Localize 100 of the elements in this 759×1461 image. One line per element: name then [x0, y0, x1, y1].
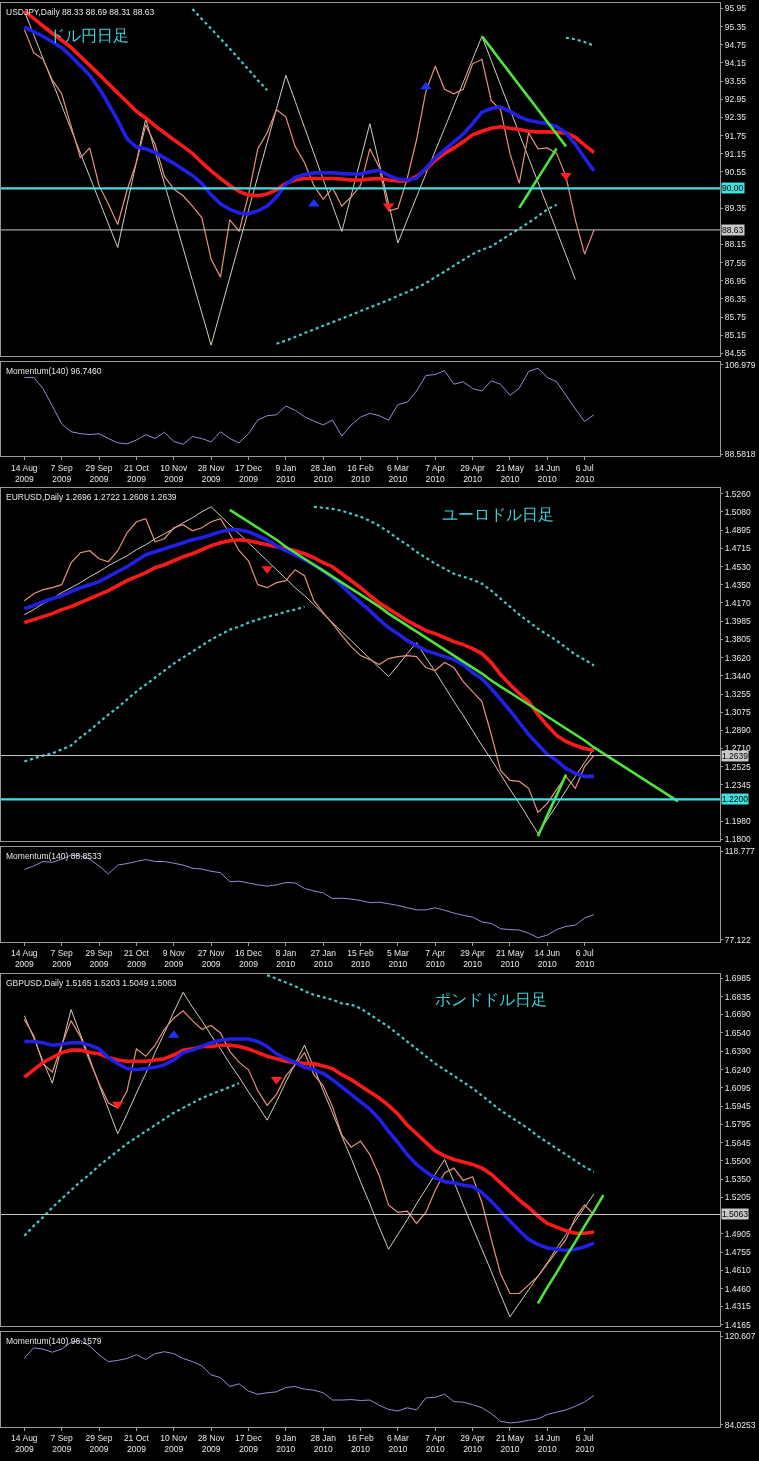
y-tick-label: 85.15: [724, 330, 747, 341]
line-series: [23, 1082, 241, 1237]
x-tick-label: 7 Apr 2010: [425, 462, 446, 484]
text: ユーロドル日足: [442, 505, 554, 524]
x-tick-label: 10 Nov 2009: [160, 462, 188, 484]
y-tick-label: 1.3255: [724, 689, 752, 699]
text: EURUSD,Daily 1.2696 1.2722 1.2608 1.2639: [6, 492, 177, 502]
x-tick-label: 17 Dec 2009: [235, 1433, 263, 1455]
x-tick-label: 27 Jan 2010: [310, 947, 337, 970]
x-tick-label: 21 May 2010: [496, 462, 525, 484]
y-tick-label: 1.2345: [724, 779, 752, 790]
x-tick-label: 6 Jul 2010: [575, 462, 595, 484]
y-tick-label: 1.5945: [724, 1101, 752, 1112]
text: Momentum(140) 88.8533: [6, 851, 102, 861]
y-tick-label: 1.6095: [724, 1082, 752, 1093]
x-tick-label: 6 Jul 2010: [575, 1433, 595, 1455]
x-tick-label: 14 Jun 2010: [534, 1433, 561, 1455]
y-tick-label: 1.6240: [724, 1064, 752, 1075]
x-tick-label: 10 Nov 2009: [160, 1433, 188, 1455]
y-tick-label: 77.122: [724, 934, 752, 945]
x-tick-label: 21 Oct 2009: [123, 462, 150, 484]
y-tick-label: 86.35: [724, 293, 747, 304]
y-tick-label: 1.4610: [724, 1265, 752, 1276]
x-tick-label: 5 Mar 2010: [387, 947, 409, 970]
y-tick-label: 1.4315: [724, 1301, 752, 1312]
y-tick-label: 85.75: [724, 312, 747, 323]
y-tick-label: 1.3075: [724, 706, 752, 717]
y-tick-label: 92.35: [724, 112, 747, 123]
y-tick-label: 1.5260: [724, 488, 752, 499]
y-tick-label: 1.6540: [724, 1027, 752, 1038]
y-tick-label: 1.3440: [724, 670, 752, 681]
y-tick-label: 1.1980: [724, 816, 752, 827]
y-tick-label: 1.6690: [724, 1009, 752, 1020]
y-tick-label: 118.777: [724, 846, 756, 857]
x-tick-label: 8 Jan 2010: [275, 947, 297, 970]
y-tick-label: 95.35: [724, 21, 747, 32]
x-tick-label: 28 Jan 2010: [310, 1433, 337, 1455]
y-tick-label: 1.4755: [724, 1247, 752, 1258]
x-tick-label: 21 Oct 2009: [123, 1433, 150, 1455]
x-tick-label: 7 Sep 2009: [50, 1433, 74, 1455]
x-tick-label: 14 Jun 2010: [534, 947, 561, 970]
x-tick-label: 29 Sep 2009: [85, 947, 113, 970]
y-tick-label: 106.979: [724, 359, 756, 370]
y-tick-label: 91.75: [724, 130, 747, 141]
y-tick-label: 1.6835: [724, 991, 752, 1002]
y-tick-label: 1.5350: [724, 1174, 752, 1185]
x-tick-label: 14 Aug 2009: [11, 1433, 38, 1455]
ref-line-label: 88.63: [722, 225, 744, 235]
y-tick-label: 1.4895: [724, 525, 752, 536]
x-tick-label: 6 Jul 2010: [575, 947, 595, 970]
y-tick-label: 1.4165: [724, 1319, 752, 1330]
y-tick-label: 94.15: [724, 57, 747, 68]
x-tick-label: 16 Feb 2010: [347, 1433, 375, 1455]
x-tick-label: 14 Aug 2009: [11, 947, 38, 970]
ref-line-label: 1.2200: [722, 794, 749, 804]
text: ポンドドル日足: [435, 990, 547, 1009]
y-tick-label: 1.4530: [724, 561, 752, 572]
x-tick-label: 21 May 2010: [496, 1433, 525, 1455]
x-tick-label: 21 May 2010: [496, 947, 525, 970]
y-tick-label: 1.6985: [724, 973, 752, 984]
y-tick-label: 87.55: [724, 257, 747, 268]
line-series: [275, 203, 558, 345]
y-tick-label: 1.5795: [724, 1119, 752, 1130]
x-tick-label: 6 Mar 2010: [387, 462, 409, 484]
x-tick-label: 9 Jan 2010: [275, 462, 297, 484]
y-tick-label: 1.4905: [724, 1228, 752, 1239]
ref-line-label: 1.2639: [722, 751, 749, 761]
x-tick-label: 21 Oct 2009: [123, 947, 150, 970]
y-tick-label: 1.2710: [724, 743, 752, 754]
y-tick-label: 88.15: [724, 239, 747, 250]
x-tick-label: 15 Feb 2010: [347, 947, 375, 970]
line-series: [22, 25, 596, 216]
x-tick-label: 29 Apr 2010: [460, 1433, 486, 1455]
line-series: [23, 29, 595, 278]
x-tick-label: 29 Apr 2010: [460, 947, 486, 970]
line-series: [312, 505, 596, 667]
text: GBPUSD,Daily 1.5165 1.5203 1.5049 1.5063: [6, 978, 177, 988]
y-tick-label: 1.4350: [724, 579, 752, 590]
y-tick-label: 1.5500: [724, 1155, 752, 1166]
text: Momentum(140) 96.7460: [6, 366, 102, 376]
line-series: [266, 974, 596, 1173]
line-series: [517, 147, 558, 210]
ref-line-label: 1.5063: [722, 1209, 749, 1219]
y-tick-label: 1.2525: [724, 761, 752, 772]
x-tick-label: 7 Sep 2009: [50, 462, 74, 484]
y-tick-label: 91.15: [724, 148, 747, 159]
y-tick-label: 1.3985: [724, 616, 752, 627]
y-tick-label: 84.0253: [724, 1419, 756, 1430]
y-tick-label: 1.4460: [724, 1283, 752, 1294]
y-tick-label: 89.35: [724, 203, 747, 214]
x-tick-label: 16 Dec 2009: [235, 947, 263, 970]
x-tick-label: 9 Nov 2009: [162, 947, 186, 970]
y-tick-label: 1.6390: [724, 1046, 752, 1057]
line-series: [23, 605, 306, 763]
x-tick-label: 9 Jan 2010: [275, 1433, 297, 1455]
x-tick-label: 28 Nov 2009: [197, 1433, 226, 1455]
x-tick-label: 27 Nov 2009: [197, 947, 226, 970]
y-tick-label: 86.95: [724, 275, 747, 286]
y-tick-label: 88.5818: [724, 449, 756, 460]
y-tick-label: 1.3805: [724, 634, 752, 645]
